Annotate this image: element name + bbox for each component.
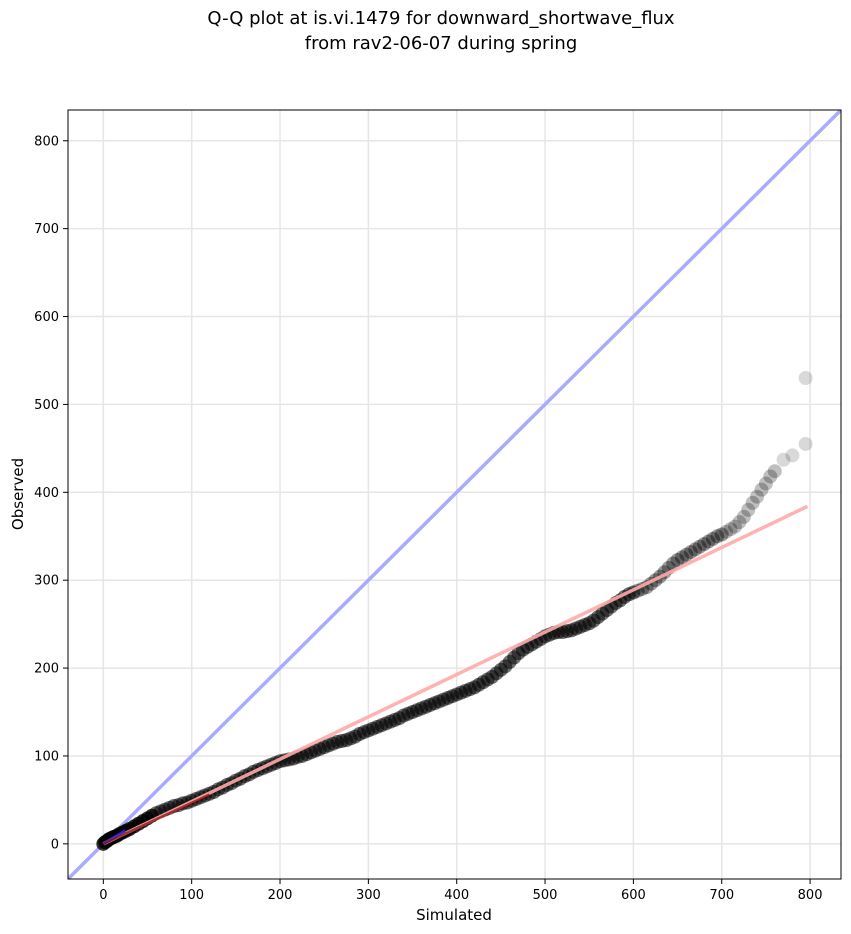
low-range-fit-line [102,793,210,845]
x-tick-label: 700 [709,888,734,903]
fit-line [102,504,809,846]
qq-point [798,436,813,451]
qq-point [741,502,756,517]
qq-point [763,469,778,484]
qq-point [701,534,716,549]
one-to-one-line [68,110,841,879]
qq-point [785,448,800,463]
plot-frame [67,109,842,880]
qq-point [767,464,782,479]
reference-lines [68,110,841,879]
qq-point [679,547,694,562]
qq-point [776,452,791,467]
qq-point [705,531,720,546]
y-axis-label: Observed [9,458,27,530]
chart-title-line-2: from rav2-06-07 during spring [305,33,578,54]
qq-point [750,489,765,504]
y-tick-label: 0 [51,837,59,852]
qq-point [736,509,751,524]
qq-point [666,556,681,571]
x-tick-label: 100 [179,888,204,903]
x-tick-label: 200 [268,888,293,903]
qq-point [674,550,689,565]
y-tick-label: 300 [34,574,59,589]
qq-point [697,537,712,552]
x-axis-label: Simulated [416,906,492,924]
y-tick-label: 700 [34,222,59,237]
qq-point [745,495,760,510]
qq-point [670,552,685,567]
qq-point [723,522,738,537]
qq-point [710,529,725,544]
x-axis-ticks: 0 100 200 300 400 500 600 700 800 [99,879,822,903]
y-tick-label: 100 [34,749,59,764]
qq-point [692,539,707,554]
qq-point [798,371,813,386]
y-tick-label: 600 [34,310,59,325]
qq-point [714,527,729,542]
y-tick-label: 200 [34,662,59,677]
y-tick-label: 800 [34,134,59,149]
x-tick-label: 600 [621,888,646,903]
y-tick-label: 500 [34,398,59,413]
chart-title-line-1: Q-Q plot at is.vi.1479 for downward_shor… [207,8,675,29]
x-tick-label: 400 [444,888,469,903]
x-tick-label: 500 [533,888,558,903]
overlay-lines [102,504,809,846]
qq-point [719,524,734,539]
qq-point [754,482,769,497]
qq-point [683,545,698,560]
qq-point [688,542,703,557]
y-axis-ticks: 0 100 200 300 400 500 600 700 800 [34,134,68,852]
qq-point [758,476,773,491]
x-tick-label: 800 [798,888,823,903]
x-tick-label: 0 [99,888,107,903]
qq-point [732,515,747,530]
x-tick-label: 300 [356,888,381,903]
qq-point [727,519,742,534]
data-points [96,371,813,851]
y-tick-label: 400 [34,486,59,501]
